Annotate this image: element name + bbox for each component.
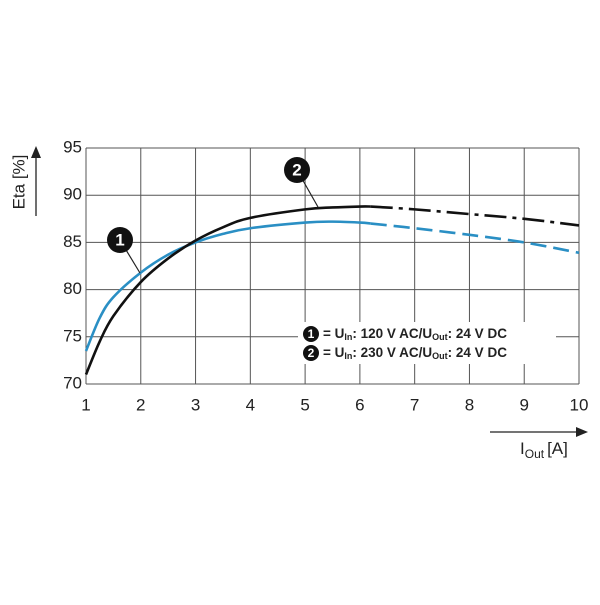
x-axis-label: IOut [A] [520, 439, 568, 461]
x-tick-label: 7 [410, 395, 419, 414]
y-axis-arrowhead [31, 146, 41, 158]
y-axis-label: Eta [%] [9, 155, 28, 210]
series-line-dashed [370, 222, 580, 255]
legend-marker [303, 326, 319, 342]
x-tick-label: 10 [570, 395, 589, 414]
x-tick-label: 4 [246, 395, 255, 414]
label-part: In [344, 332, 352, 342]
x-tick-label: 1 [81, 395, 90, 414]
series-line [84, 205, 371, 376]
y-tick-label: 85 [63, 232, 82, 251]
x-tick-label: 9 [519, 395, 528, 414]
y-tick-label: 90 [63, 185, 82, 204]
label-part: = U [323, 326, 344, 341]
label-part: Out [525, 447, 545, 461]
callout-number: 2 [292, 160, 301, 179]
label-part: = U [323, 345, 344, 360]
y-tick-label: 80 [63, 279, 82, 298]
label-part: : 24 V DC [448, 326, 508, 341]
legend-number: 2 [308, 346, 315, 360]
label-part: : 120 V AC/U [352, 326, 432, 341]
legend-number: 1 [308, 327, 315, 341]
callout-number: 1 [115, 230, 124, 249]
label-part: Out [432, 351, 448, 361]
y-tick-label: 70 [63, 373, 82, 392]
label-part: I [520, 439, 525, 458]
x-tick-label: 6 [355, 395, 364, 414]
y-tick-label: 75 [63, 326, 82, 345]
label-part: : 24 V DC [448, 345, 508, 360]
label-part: : 230 V AC/U [352, 345, 432, 360]
x-axis-arrowhead [576, 427, 588, 437]
legend-entry: = UIn: 230 V AC/UOut: 24 V DC [323, 345, 507, 362]
legend-entry: = UIn: 120 V AC/UOut: 24 V DC [323, 326, 507, 343]
series-line-dashed [370, 205, 580, 227]
label-part: In [344, 351, 352, 361]
series-line [84, 220, 371, 352]
x-tick-label: 2 [136, 395, 145, 414]
x-tick-label: 5 [300, 395, 309, 414]
x-tick-label: 3 [191, 395, 200, 414]
label-part: Out [432, 332, 448, 342]
label-part: [A] [547, 439, 568, 458]
callout-marker [107, 227, 133, 253]
legend-box [298, 322, 556, 364]
legend-marker [303, 345, 319, 361]
y-tick-label: 95 [63, 137, 82, 156]
callout-marker [284, 157, 310, 183]
x-tick-label: 8 [465, 395, 474, 414]
